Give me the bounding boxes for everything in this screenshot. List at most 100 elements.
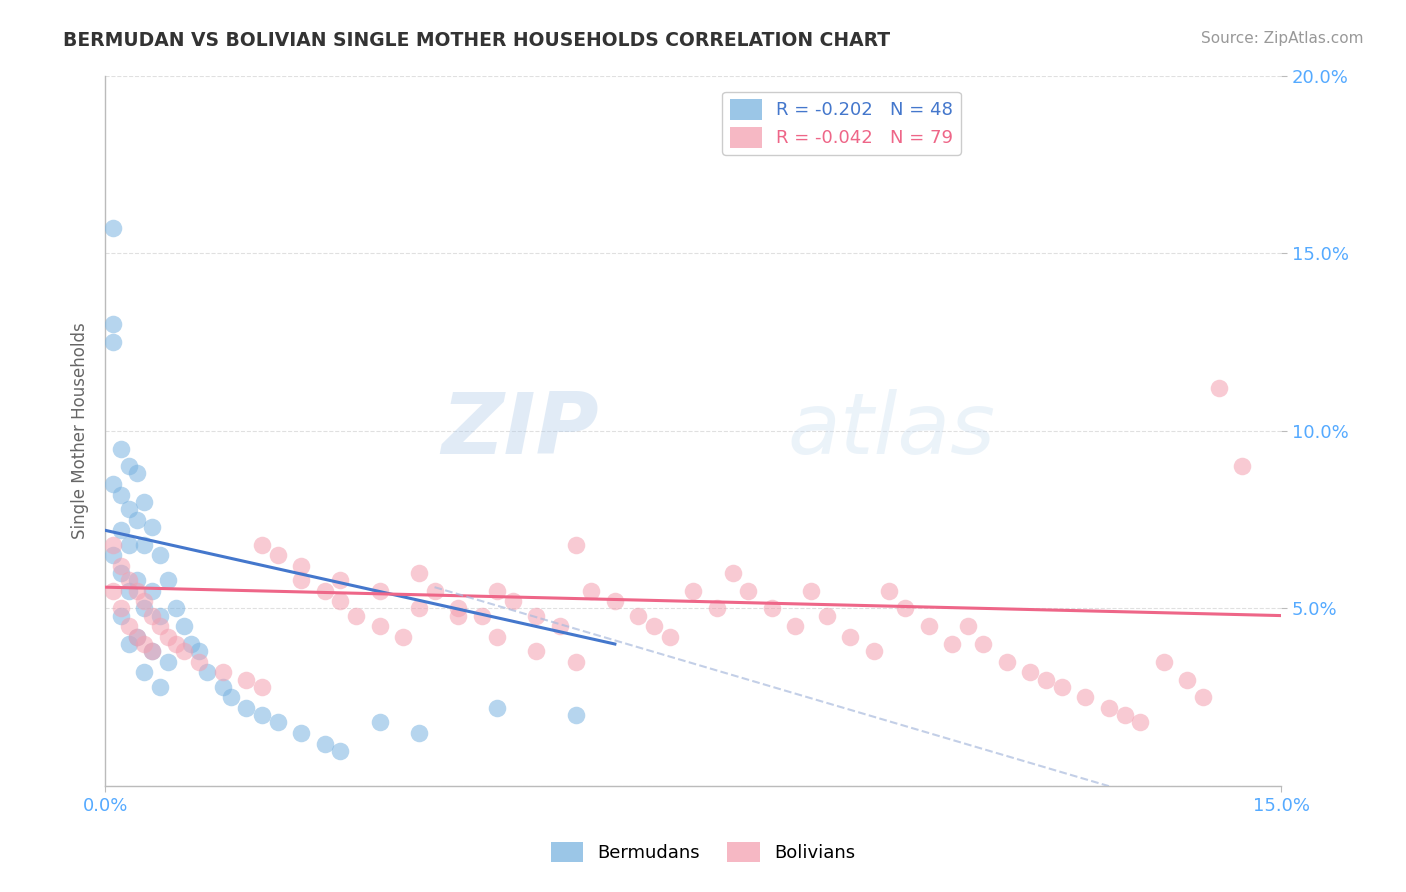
Point (502, 594, 524, 608)
Point (101, 317, 124, 331)
Point (141, 608, 163, 623)
Point (267, 715, 290, 730)
Point (165, 637, 187, 651)
Point (125, 583, 148, 598)
Point (156, 630, 179, 644)
Text: BERMUDAN VS BOLIVIAN SINGLE MOTHER HOUSEHOLDS CORRELATION CHART: BERMUDAN VS BOLIVIAN SINGLE MOTHER HOUSE… (63, 31, 890, 50)
Point (956, 619, 979, 633)
Point (1175, 673, 1198, 687)
Point (879, 583, 901, 598)
Point (149, 608, 172, 623)
Point (250, 537, 273, 551)
Point (110, 558, 132, 573)
Point (235, 673, 257, 687)
Point (290, 558, 312, 573)
Point (761, 601, 783, 615)
Point (110, 488, 132, 502)
Point (839, 630, 862, 644)
Point (156, 655, 179, 669)
Point (101, 537, 124, 551)
Point (101, 477, 124, 491)
Point (368, 619, 391, 633)
Point (894, 601, 917, 615)
Point (173, 619, 195, 633)
Point (141, 644, 163, 658)
Point (329, 573, 352, 587)
Point (1098, 701, 1121, 715)
Point (423, 583, 446, 598)
Point (134, 601, 156, 615)
Point (471, 608, 494, 623)
Point (815, 608, 838, 623)
Point (917, 619, 939, 633)
Point (408, 601, 430, 615)
Legend: R = -0.202   N = 48, R = -0.042   N = 79: R = -0.202 N = 48, R = -0.042 N = 79 (723, 92, 960, 155)
Point (101, 334, 124, 349)
Point (125, 467, 148, 481)
Point (110, 566, 132, 580)
Point (101, 583, 124, 598)
Point (235, 701, 257, 715)
Point (141, 644, 163, 658)
Point (211, 680, 233, 694)
Point (173, 644, 195, 658)
Point (526, 608, 548, 623)
Point (125, 513, 148, 527)
Point (188, 655, 211, 669)
Point (118, 583, 141, 598)
Point (195, 665, 218, 680)
Point (134, 537, 156, 551)
Point (737, 583, 759, 598)
Point (180, 637, 202, 651)
Point (110, 601, 132, 615)
Point (1192, 690, 1215, 705)
Point (149, 619, 172, 633)
Text: atlas: atlas (787, 389, 995, 473)
Point (643, 619, 665, 633)
Point (706, 601, 728, 615)
Point (134, 637, 156, 651)
Point (149, 548, 172, 562)
Point (219, 690, 242, 705)
Point (314, 737, 336, 751)
Point (627, 608, 650, 623)
Legend: Bermudans, Bolivians: Bermudans, Bolivians (543, 834, 863, 870)
Point (447, 608, 470, 623)
Point (1129, 715, 1152, 730)
Point (101, 221, 124, 235)
Point (101, 548, 124, 562)
Point (118, 537, 141, 551)
Point (141, 520, 163, 534)
Point (862, 644, 884, 658)
Point (250, 708, 273, 723)
Point (329, 594, 352, 608)
Point (941, 637, 963, 651)
Point (1050, 680, 1073, 694)
Point (125, 630, 148, 644)
Point (118, 619, 141, 633)
Point (408, 566, 430, 580)
Point (118, 637, 141, 651)
Point (564, 537, 586, 551)
Point (156, 573, 179, 587)
Point (1114, 708, 1136, 723)
Point (118, 459, 141, 474)
Point (134, 665, 156, 680)
Point (603, 594, 626, 608)
Point (1230, 459, 1253, 474)
Y-axis label: Single Mother Households: Single Mother Households (72, 322, 89, 539)
Point (368, 583, 391, 598)
Point (486, 583, 509, 598)
Point (721, 566, 744, 580)
Point (408, 726, 430, 740)
Point (392, 630, 415, 644)
Point (290, 726, 312, 740)
Point (581, 583, 603, 598)
Point (658, 630, 681, 644)
Point (141, 583, 163, 598)
Point (149, 680, 172, 694)
Point (125, 630, 148, 644)
Point (368, 715, 391, 730)
Point (564, 708, 586, 723)
Point (1074, 690, 1097, 705)
